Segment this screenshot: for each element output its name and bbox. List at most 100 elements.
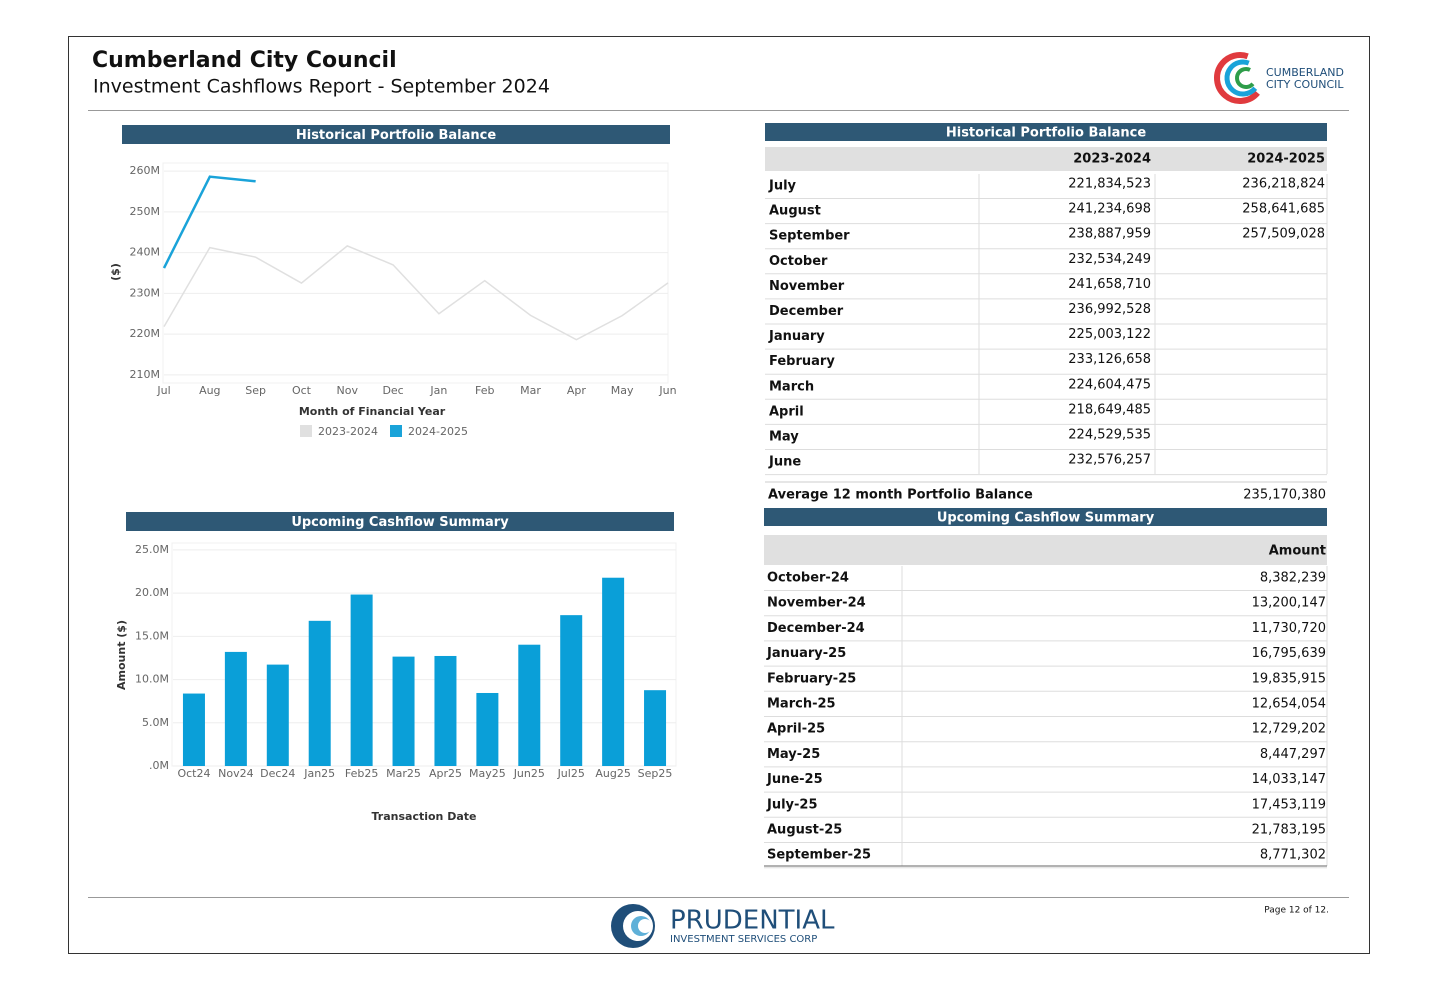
y-axis-label: Amount ($) (115, 620, 128, 690)
y-tick-label: 25.0M (135, 543, 169, 556)
row-label: November-24 (767, 596, 866, 611)
x-tick-label: Aug25 (595, 767, 630, 780)
bar (308, 620, 331, 766)
cell: 238,887,959 (1068, 227, 1151, 242)
row-label: August (769, 204, 821, 219)
bar (560, 615, 583, 766)
x-tick-label: Oct24 (177, 767, 210, 780)
y-tick-label: 240M (130, 246, 161, 259)
x-tick-label: Jul25 (557, 767, 585, 780)
brand-sub: INVESTMENT SERVICES CORP (670, 934, 817, 945)
page-border (68, 36, 1370, 954)
brand: PRUDENTIAL (670, 906, 835, 936)
x-tick-label: Jul (156, 384, 170, 397)
section-title: Upcoming Cashflow Summary (291, 515, 509, 530)
cell: 14,033,147 (1252, 772, 1326, 787)
y-tick-label: 210M (130, 368, 161, 381)
cell: 241,658,710 (1068, 277, 1151, 292)
x-tick-label: Sep25 (638, 767, 673, 780)
cell: 236,218,824 (1242, 177, 1325, 192)
x-tick-label: May (611, 384, 634, 397)
row-label: May (769, 430, 799, 445)
x-tick-label: Mar25 (386, 767, 421, 780)
bar (434, 655, 457, 766)
table-header (764, 535, 1327, 565)
cell: 224,529,535 (1068, 428, 1151, 443)
prudential-logo: PRUDENTIAL INVESTMENT SERVICES CORP (611, 904, 835, 948)
x-tick-label: Feb25 (345, 767, 378, 780)
x-tick-label: Aug (199, 384, 220, 397)
logo-text: CITY COUNCIL (1266, 78, 1344, 91)
section-bar (122, 125, 670, 144)
bar (182, 693, 205, 766)
row-label: January (768, 329, 825, 344)
cell: 232,576,257 (1068, 453, 1151, 468)
row-label: July-25 (766, 797, 818, 812)
cell: 218,649,485 (1068, 402, 1151, 417)
series-line (162, 175, 256, 269)
x-tick-label: Nov (337, 384, 359, 397)
page-number: Page 12 of 12. (1264, 906, 1329, 916)
cell: 13,200,147 (1252, 596, 1326, 611)
y-tick-label: 20.0M (135, 586, 169, 599)
cell: 21,783,195 (1252, 823, 1326, 838)
average-value: 235,170,380 (1243, 488, 1326, 503)
x-tick-label: Apr25 (429, 767, 462, 780)
row-label: June (768, 455, 801, 470)
cell: 233,126,658 (1068, 352, 1151, 367)
x-tick-label: May25 (469, 767, 506, 780)
x-tick-label: Feb (475, 384, 494, 397)
row-label: August-25 (767, 823, 842, 838)
bar (392, 656, 415, 766)
x-axis-label: Transaction Date (372, 810, 477, 823)
y-tick-label: .0M (149, 759, 169, 772)
row-label: May-25 (767, 747, 820, 762)
plot-area (171, 542, 677, 767)
y-tick-label: 5.0M (142, 716, 169, 729)
section-bar (126, 512, 674, 531)
y-tick-label: 250M (130, 205, 161, 218)
x-tick-label: Dec (382, 384, 403, 397)
cell: 19,835,915 (1252, 671, 1326, 686)
section-title: Upcoming Cashflow Summary (937, 511, 1155, 526)
row-label: February-25 (767, 671, 856, 686)
x-axis-label: Month of Financial Year (299, 405, 446, 418)
row-label: July (768, 179, 797, 194)
council-logo: CUMBERLAND CITY COUNCIL (1214, 52, 1344, 104)
x-tick-label: Nov24 (218, 767, 253, 780)
row-label: April (769, 404, 804, 419)
y-tick-label: 260M (130, 164, 161, 177)
y-axis-label: ($) (109, 263, 122, 281)
legend-label: 2024-2025 (408, 425, 468, 438)
bar (476, 692, 499, 766)
row-label: October (769, 254, 828, 269)
row-label: December (769, 304, 844, 319)
row-label: September-25 (767, 848, 871, 863)
y-tick-label: 10.0M (135, 673, 169, 686)
cell: 8,382,239 (1260, 571, 1326, 586)
cell: 258,641,685 (1242, 202, 1325, 217)
bar (602, 577, 625, 766)
row-label: September (769, 229, 850, 244)
logo-text: CUMBERLAND (1266, 66, 1344, 79)
x-tick-label: Apr (567, 384, 587, 397)
section-bar (765, 123, 1327, 141)
cell: 236,992,528 (1068, 302, 1151, 317)
cell: 224,604,475 (1068, 377, 1151, 392)
legend-swatch (300, 425, 312, 437)
cell: 232,534,249 (1068, 252, 1151, 267)
report-title: Cumberland City Council (92, 48, 397, 73)
section-title: Historical Portfolio Balance (296, 128, 496, 143)
average-label: Average 12 month Portfolio Balance (768, 488, 1033, 503)
bar (266, 664, 289, 766)
plot-area (162, 162, 669, 384)
legend-label: 2023-2024 (318, 425, 378, 438)
cell: 16,795,639 (1252, 646, 1326, 661)
bar (350, 594, 373, 766)
x-tick-label: Jan25 (303, 767, 335, 780)
legend-swatch (390, 425, 402, 437)
x-tick-label: Jan (429, 384, 447, 397)
cell: 225,003,122 (1068, 327, 1151, 342)
y-tick-label: 220M (130, 327, 161, 340)
